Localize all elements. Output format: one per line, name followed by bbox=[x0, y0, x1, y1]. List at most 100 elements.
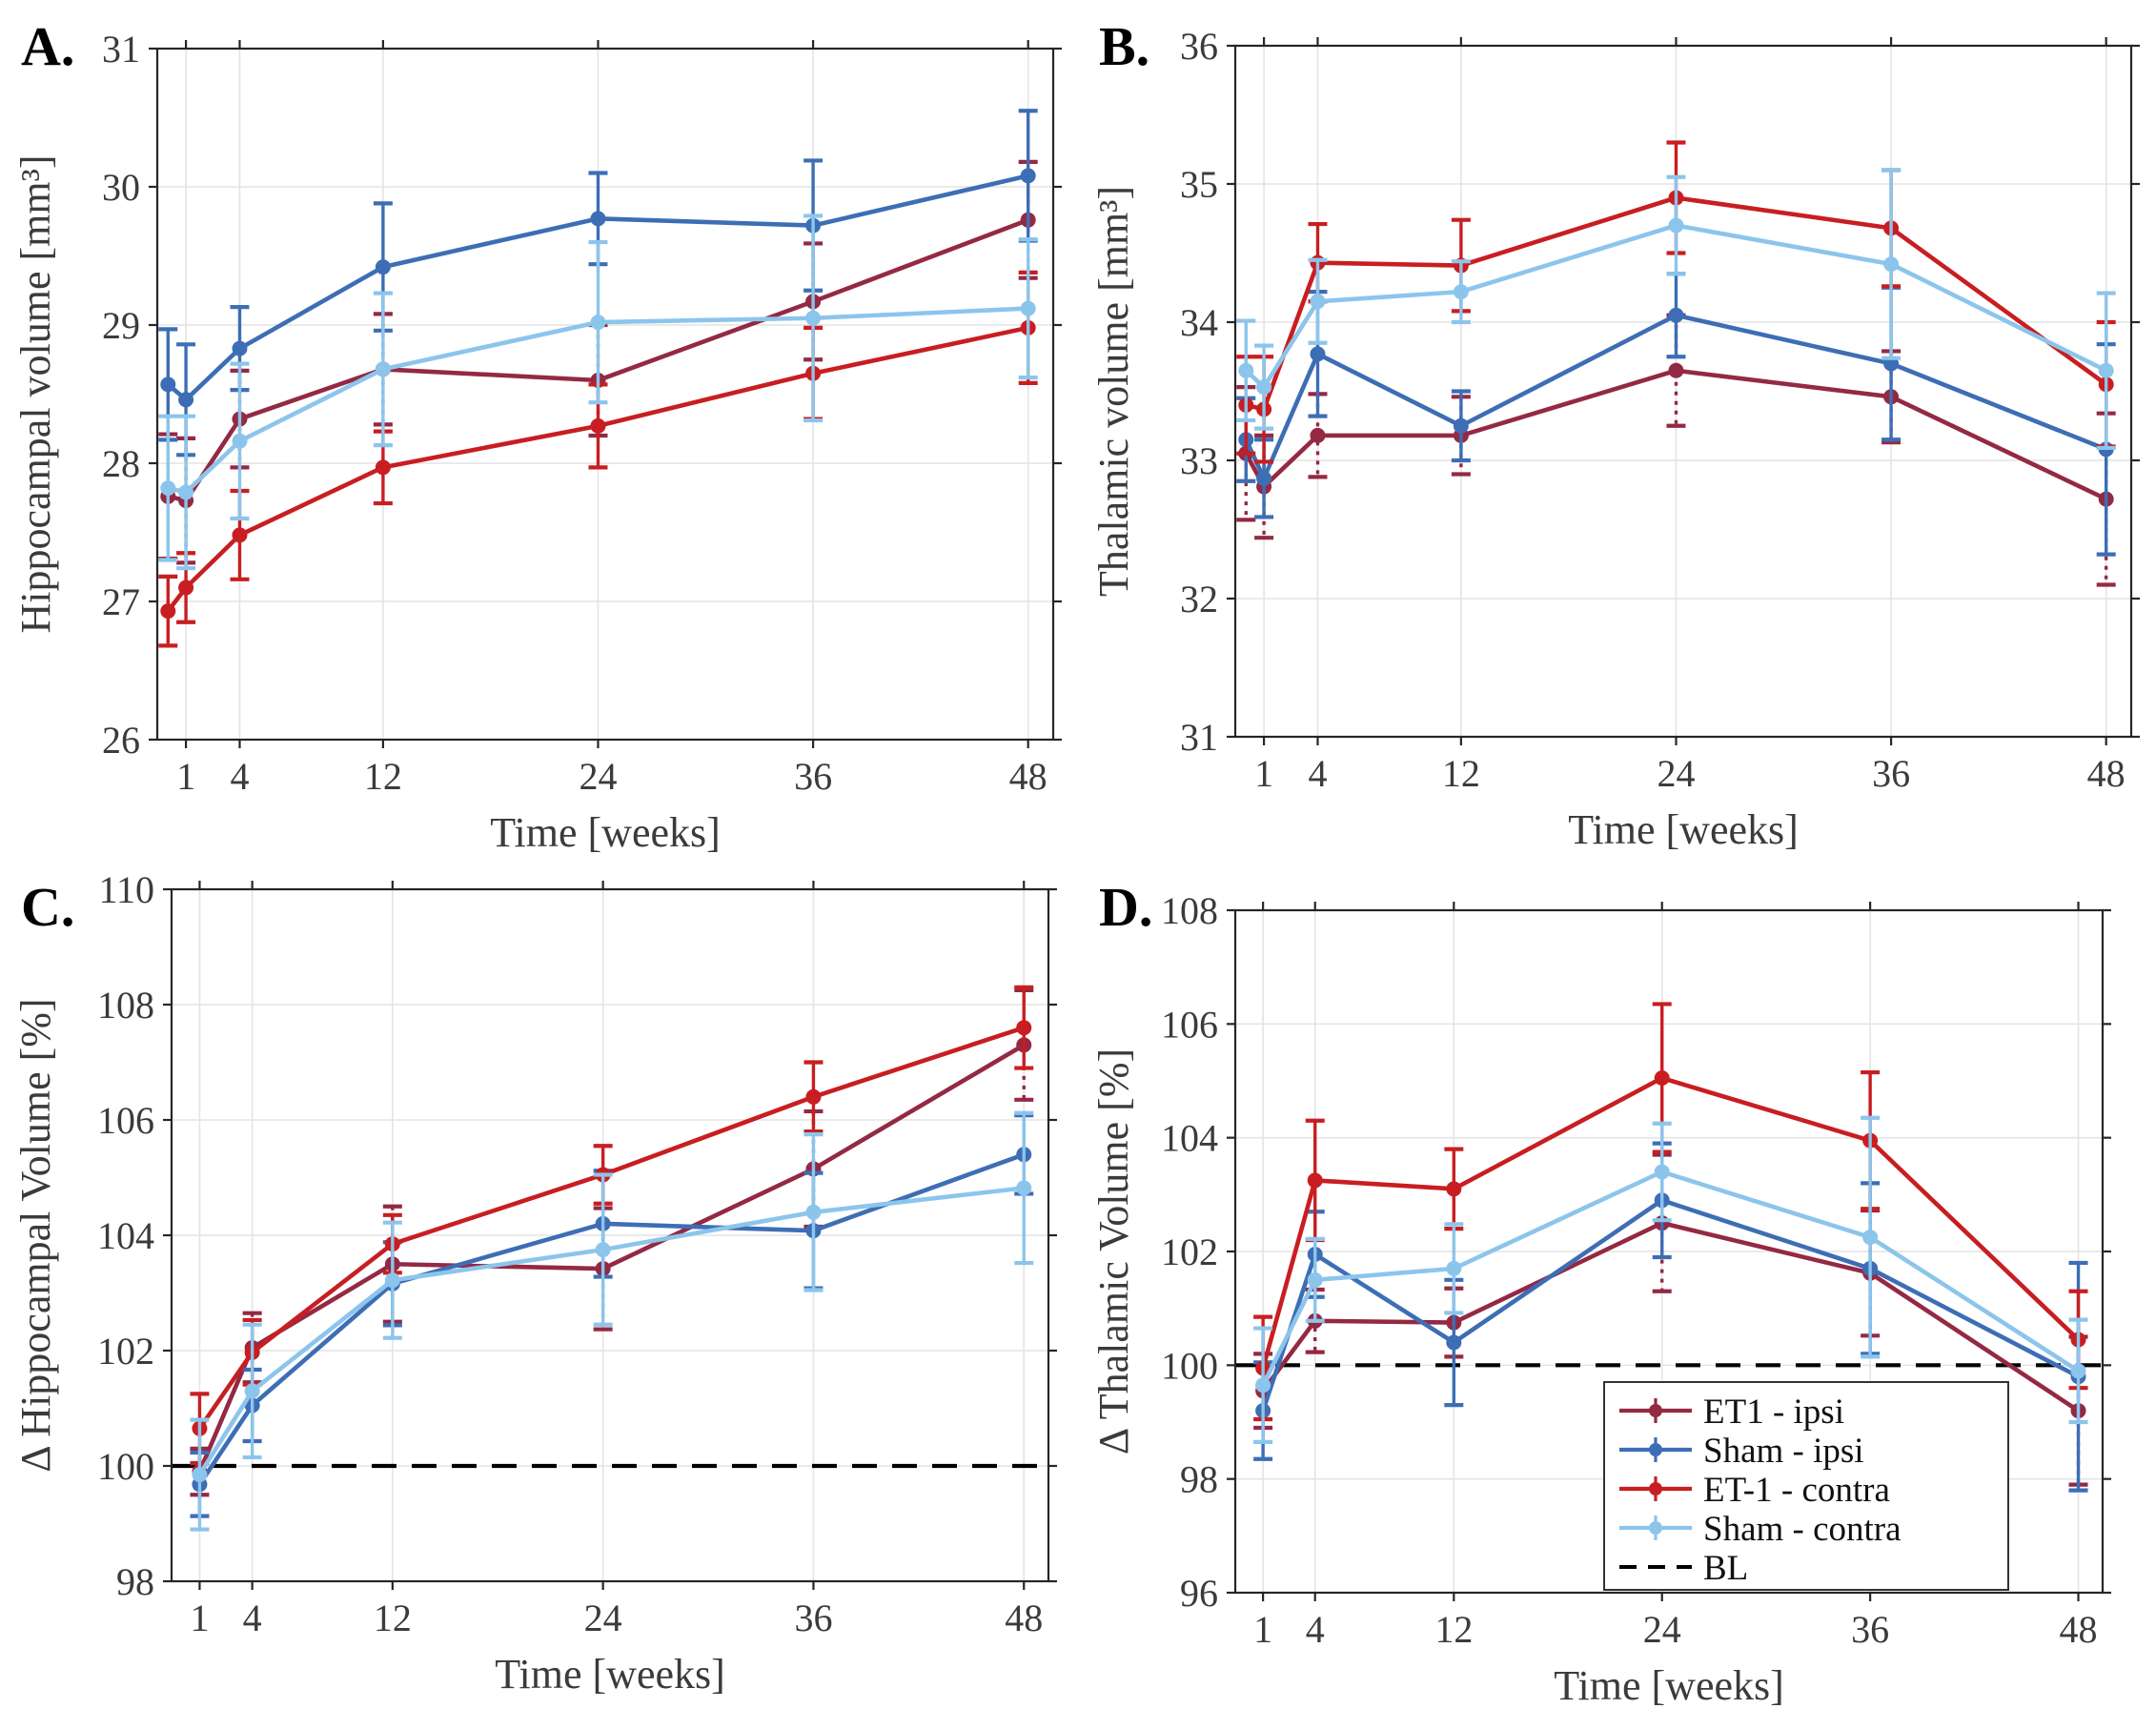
y-tick-label: 30 bbox=[102, 166, 140, 209]
x-tick-label: 24 bbox=[1643, 1608, 1681, 1651]
y-axis-label: Δ Thalamic Volume [%] bbox=[1090, 1048, 1137, 1454]
panel-d-delta-thalamic-volume: 96 98 100 102 104 106 108 1 4 12 24 36 48 Time [weeks… bbox=[1078, 863, 2156, 1724]
y-axis-label: Hippocampal volume [mm³] bbox=[12, 155, 59, 634]
y-tick-label: 106 bbox=[1161, 1003, 1218, 1046]
legend-marker-swatch bbox=[1649, 1521, 1662, 1535]
x-tick-label: 4 bbox=[1306, 1608, 1325, 1651]
markers-sham-contra bbox=[1255, 1164, 2086, 1393]
markers-sham-contra bbox=[1238, 217, 2114, 396]
chart-b: 31 32 33 34 35 36 1 4 12 24 36 48 Time [weeks] Thalam… bbox=[1078, 0, 2156, 863]
y-axis-label: Δ Hippocampal Volume [%] bbox=[12, 998, 59, 1472]
tick-labels: 31 32 33 34 35 36 1 4 12 24 36 48 bbox=[1180, 25, 2125, 795]
panel-a-hippocampal-volume: 26 27 28 29 30 31 1 4 12 24 36 48 Time [weeks] Hippoc… bbox=[0, 0, 1078, 863]
panel-c-delta-hippocampal-volume: 98 100 102 104 106 108 110 1 4 12 24 36 48 Time [week… bbox=[0, 863, 1078, 1724]
y-tick-label: 34 bbox=[1180, 301, 1218, 344]
panel-letter: D. bbox=[1099, 876, 1152, 938]
y-tick-label: 27 bbox=[102, 580, 140, 623]
y-tick-label: 104 bbox=[1161, 1117, 1218, 1160]
y-tick-label: 106 bbox=[97, 1099, 154, 1142]
chart-a: 26 27 28 29 30 31 1 4 12 24 36 48 Time [weeks] Hippoc… bbox=[0, 0, 1078, 863]
panel-background bbox=[1078, 863, 2156, 1724]
chart-c: 98 100 102 104 106 108 110 1 4 12 24 36 48 Time [week… bbox=[0, 863, 1078, 1724]
x-axis-label: Time [weeks] bbox=[1554, 1662, 1784, 1709]
plot-border bbox=[155, 47, 1055, 742]
plot-border bbox=[1233, 44, 2133, 739]
x-tick-label: 4 bbox=[243, 1597, 262, 1639]
y-tick-label: 26 bbox=[102, 719, 140, 762]
tick-marks bbox=[1227, 902, 2111, 1601]
y-tick-label: 29 bbox=[102, 304, 140, 347]
panel-background bbox=[0, 863, 1078, 1724]
line-sham-ipsi bbox=[197, 1152, 1026, 1486]
legend-marker-swatch bbox=[1649, 1482, 1662, 1495]
y-tick-label: 102 bbox=[1161, 1231, 1218, 1273]
legend-label: ET-1 - contra bbox=[1703, 1471, 1890, 1510]
x-axis-label: Time [weeks] bbox=[1568, 806, 1799, 853]
x-tick-label: 48 bbox=[1005, 1597, 1043, 1639]
tick-marks bbox=[149, 40, 1062, 748]
panel-background bbox=[0, 0, 1078, 863]
y-tick-label: 104 bbox=[97, 1214, 154, 1257]
x-tick-label: 1 bbox=[1254, 752, 1273, 795]
tick-labels: 96 98 100 102 104 106 108 1 4 12 24 36 48 bbox=[1161, 889, 2098, 1651]
y-tick-label: 32 bbox=[1180, 578, 1218, 620]
legend-item-sham-ipsi: Sham - ipsi bbox=[1619, 1432, 1864, 1471]
panel-background bbox=[1078, 0, 2156, 863]
x-tick-label: 12 bbox=[374, 1597, 412, 1639]
series-sham-contra bbox=[1253, 1115, 2088, 1444]
y-tick-label: 28 bbox=[102, 442, 140, 485]
line-et-1-contra bbox=[1260, 1075, 2081, 1369]
panel-letter: A. bbox=[21, 15, 74, 77]
series-sham-contra bbox=[190, 1110, 1034, 1532]
panel-letter: C. bbox=[21, 876, 74, 938]
x-tick-label: 48 bbox=[1009, 755, 1047, 798]
x-tick-label: 36 bbox=[1872, 752, 1910, 795]
x-tick-label: 36 bbox=[1851, 1608, 1889, 1651]
series-sham-contra bbox=[158, 214, 1038, 571]
line-sham-contra bbox=[1261, 1170, 2080, 1387]
x-axis-label: Time [weeks] bbox=[490, 809, 721, 856]
line-sham-ipsi bbox=[1260, 1197, 2080, 1412]
y-tick-label: 33 bbox=[1180, 439, 1218, 482]
legend-item-et1-ipsi: ET1 - ipsi bbox=[1619, 1393, 1844, 1432]
legend-label: Sham - ipsi bbox=[1703, 1432, 1864, 1471]
legend-item-bl: BL bbox=[1619, 1549, 1748, 1588]
series-sham-contra bbox=[1236, 168, 2116, 451]
x-tick-label: 1 bbox=[1253, 1608, 1272, 1651]
x-tick-label: 4 bbox=[230, 755, 249, 798]
legend-label: ET1 - ipsi bbox=[1703, 1393, 1844, 1432]
x-tick-label: 24 bbox=[1657, 752, 1695, 795]
y-tick-label: 110 bbox=[98, 868, 154, 911]
x-tick-label: 4 bbox=[1308, 752, 1327, 795]
x-axis-label: Time [weeks] bbox=[495, 1651, 725, 1698]
y-tick-label: 98 bbox=[1180, 1458, 1218, 1501]
legend-marker-swatch bbox=[1649, 1404, 1662, 1417]
chart-d: 96 98 100 102 104 106 108 1 4 12 24 36 48 Time [weeks… bbox=[1078, 863, 2156, 1724]
y-tick-label: 31 bbox=[102, 28, 140, 71]
x-tick-label: 48 bbox=[2087, 752, 2125, 795]
y-tick-label: 98 bbox=[116, 1560, 154, 1603]
y-tick-label: 100 bbox=[97, 1445, 154, 1488]
y-tick-label: 108 bbox=[1161, 889, 1218, 932]
y-tick-label: 35 bbox=[1180, 163, 1218, 206]
x-tick-label: 48 bbox=[2060, 1608, 2098, 1651]
x-tick-label: 36 bbox=[794, 1597, 832, 1639]
x-tick-label: 24 bbox=[584, 1597, 622, 1639]
panel-b-thalamic-volume: 31 32 33 34 35 36 1 4 12 24 36 48 Time [weeks] Thalam… bbox=[1078, 0, 2156, 863]
markers-sham-contra bbox=[192, 1180, 1032, 1483]
line-et-1-contra bbox=[197, 1026, 1025, 1430]
x-tick-label: 36 bbox=[794, 755, 832, 798]
y-tick-label: 100 bbox=[1161, 1344, 1218, 1387]
y-tick-label: 31 bbox=[1180, 716, 1218, 759]
x-tick-label: 24 bbox=[579, 755, 617, 798]
x-tick-label: 12 bbox=[1442, 752, 1480, 795]
panel-letter: B. bbox=[1099, 15, 1149, 77]
x-tick-label: 12 bbox=[1434, 1608, 1473, 1651]
x-tick-label: 1 bbox=[190, 1597, 209, 1639]
x-tick-label: 1 bbox=[176, 755, 195, 798]
y-tick-label: 36 bbox=[1180, 25, 1218, 68]
x-tick-label: 12 bbox=[364, 755, 402, 798]
tick-labels: 98 100 102 104 106 108 110 1 4 12 24 36 48 bbox=[97, 868, 1043, 1639]
